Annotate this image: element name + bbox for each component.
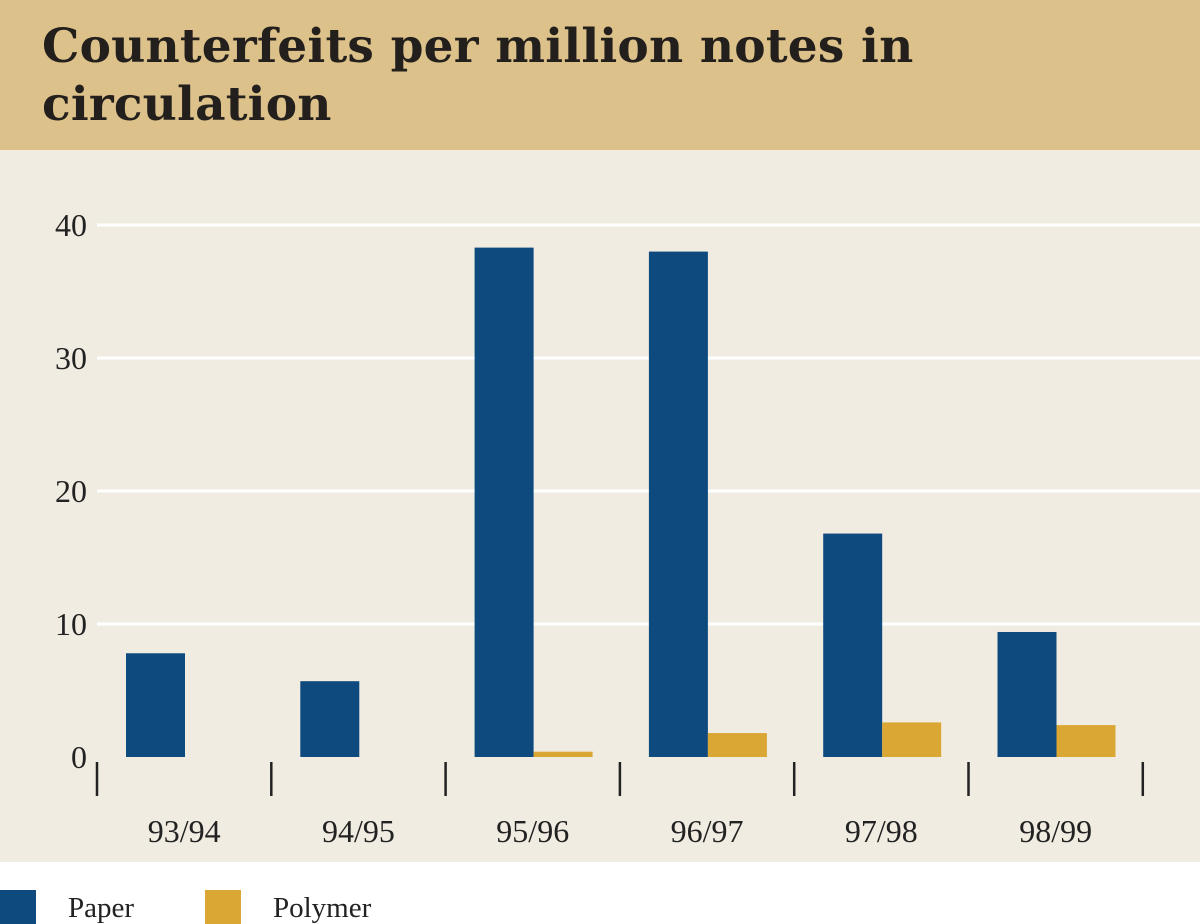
legend-swatch-paper [0, 890, 36, 924]
x-tick-label: 96/97 [671, 813, 744, 849]
bar-paper-94-95 [300, 681, 360, 757]
chart-title: Counterfeits per million notes in circul… [42, 19, 914, 132]
gridlines [97, 223, 1200, 626]
legend-label-paper: Paper [68, 892, 135, 924]
bar-polymer-98-99 [1056, 725, 1116, 757]
bar-paper-96-97 [648, 251, 708, 757]
y-tick-label: 40 [55, 207, 87, 243]
y-tick-label: 0 [71, 739, 87, 775]
legend-swatch-polymer [205, 890, 241, 924]
y-axis-ticks: 0 10 20 30 40 [55, 207, 87, 775]
y-tick-label: 20 [55, 473, 87, 509]
x-tick-label: 98/99 [1019, 813, 1092, 849]
y-tick-label: 10 [55, 606, 87, 642]
x-tick-label: 95/96 [496, 813, 569, 849]
legend-label-polymer: Polymer [273, 892, 372, 924]
bars [126, 247, 1116, 758]
bar-paper-98-99 [997, 631, 1057, 757]
bar-polymer-97-98 [882, 722, 942, 757]
x-tick-label: 97/98 [845, 813, 918, 849]
x-tick-label: 94/95 [322, 813, 395, 849]
title-banner: Counterfeits per million notes in circul… [0, 0, 1200, 150]
bar-polymer-96-97 [707, 733, 767, 757]
bar-paper-93-94 [126, 653, 185, 757]
legend: Paper Polymer [0, 862, 1200, 924]
y-tick-label: 30 [55, 340, 87, 376]
bar-paper-97-98 [823, 533, 883, 757]
bar-paper-95-96 [474, 247, 534, 758]
bar-polymer-95-96 [533, 751, 593, 757]
x-axis: 93/94 94/95 95/96 96/97 97/98 98/99 [95, 762, 1145, 849]
x-tick-label: 93/94 [148, 813, 221, 849]
